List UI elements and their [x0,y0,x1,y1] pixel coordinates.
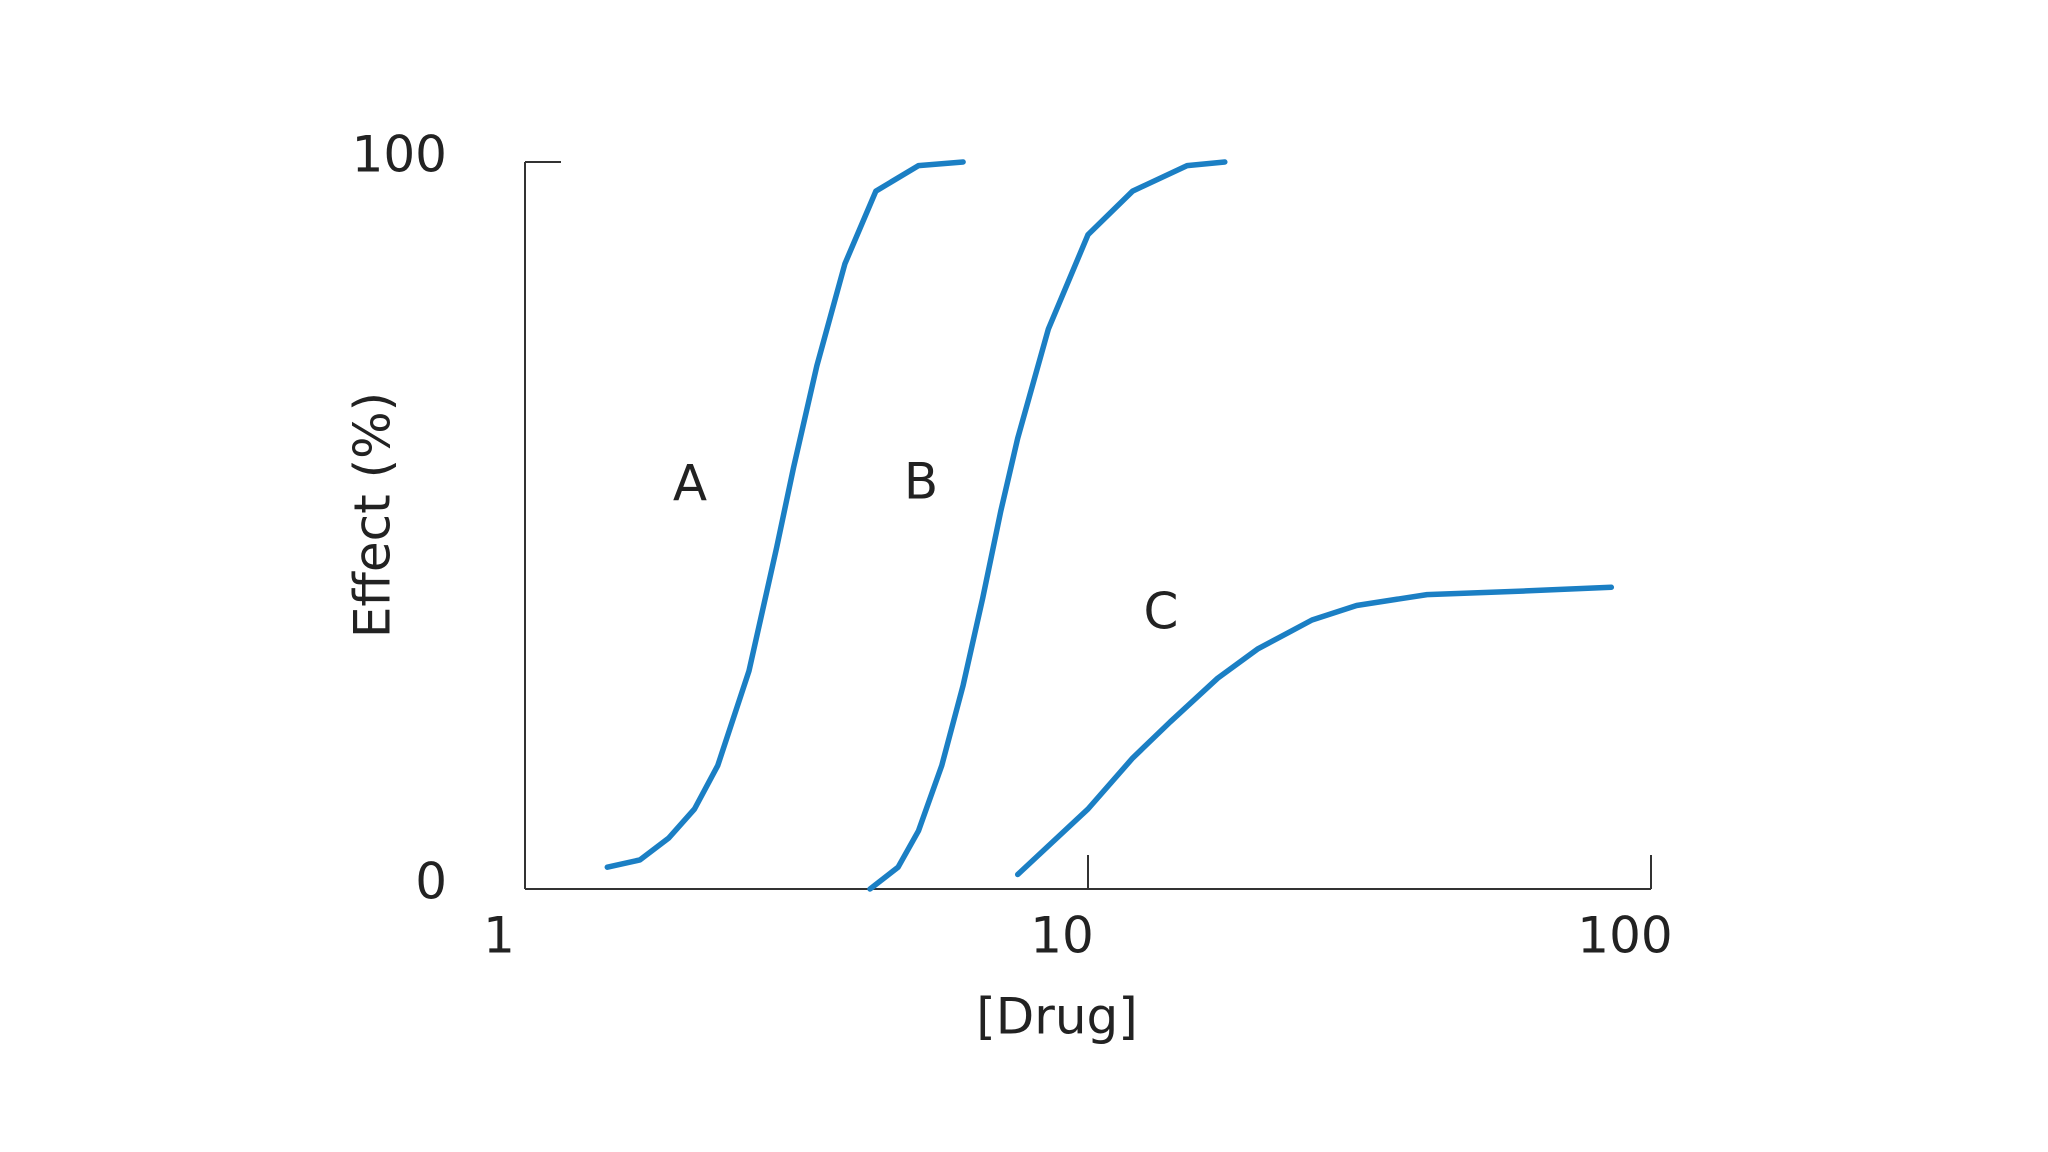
series-line [604,159,966,870]
x-tick-label: 100 [1577,907,1672,965]
series-line [867,159,1228,892]
y-axis-label: Effect (%) [344,392,402,638]
series-label: A [673,455,707,513]
x-tick-label: 1 [483,907,515,965]
series-label: C [1144,583,1179,641]
series-label: B [904,453,938,511]
x-axis-label: [Drug] [976,988,1138,1046]
y-tick-label: 100 [352,126,447,184]
y-tick-label: 0 [415,853,447,911]
series-line [1014,584,1615,878]
x-tick-label: 10 [1030,907,1094,965]
